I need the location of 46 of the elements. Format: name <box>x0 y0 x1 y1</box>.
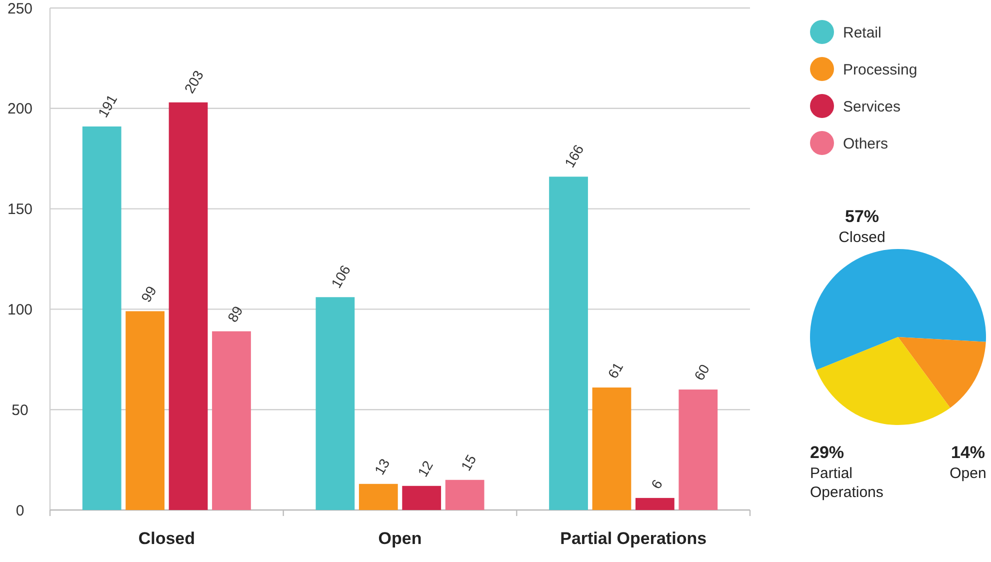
data-label: 166 <box>561 142 587 170</box>
data-label: 12 <box>414 458 436 480</box>
pie-slice <box>898 337 986 408</box>
legend-label: Processing <box>843 61 918 78</box>
data-label: 13 <box>371 456 393 478</box>
bar <box>82 126 122 510</box>
bar <box>549 176 588 510</box>
data-label: 15 <box>458 452 480 474</box>
data-label: 14% <box>950 443 986 462</box>
pie-slice <box>816 337 950 425</box>
slice-label: Open <box>950 465 986 482</box>
y-tick-label: 200 <box>7 100 33 118</box>
bar <box>402 486 442 510</box>
bar <box>316 297 355 510</box>
data-label: 60 <box>690 361 713 384</box>
bar <box>212 331 251 510</box>
slice-label: Closed <box>838 229 886 246</box>
data-label: 61 <box>604 359 626 382</box>
data-label: 6 <box>648 476 666 492</box>
data-label: 106 <box>328 262 354 291</box>
y-tick-label: 0 <box>16 502 24 520</box>
x-tick-label: Open <box>378 528 422 548</box>
data-label: 191 <box>94 92 120 120</box>
bar <box>358 484 398 510</box>
data-label: 203 <box>181 67 207 96</box>
x-tick-label: Partial Operations <box>560 528 707 548</box>
legend-label: Services <box>843 98 901 116</box>
bar <box>168 102 208 510</box>
slice-label: Partial Operations <box>810 465 884 501</box>
x-tick-label: Closed <box>138 528 196 548</box>
legend-label: Others <box>843 135 888 152</box>
y-tick-label: 100 <box>7 301 33 318</box>
data-label: 99 <box>138 283 160 305</box>
pie-slice <box>810 249 986 370</box>
legend-label: Retail <box>843 24 882 42</box>
bar <box>635 498 674 510</box>
y-tick-label: 250 <box>7 0 33 18</box>
data-label: 89 <box>224 303 246 325</box>
bar <box>592 388 632 510</box>
bar <box>678 390 718 510</box>
bar <box>445 480 484 510</box>
data-label: 29% <box>810 443 844 462</box>
data-label: 57% <box>844 207 880 226</box>
bar <box>126 311 165 510</box>
y-tick-label: 150 <box>7 201 33 218</box>
y-tick-label: 50 <box>12 402 28 419</box>
